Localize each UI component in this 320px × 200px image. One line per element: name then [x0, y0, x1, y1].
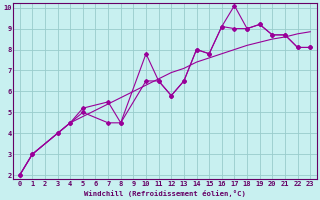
X-axis label: Windchill (Refroidissement éolien,°C): Windchill (Refroidissement éolien,°C) — [84, 190, 246, 197]
